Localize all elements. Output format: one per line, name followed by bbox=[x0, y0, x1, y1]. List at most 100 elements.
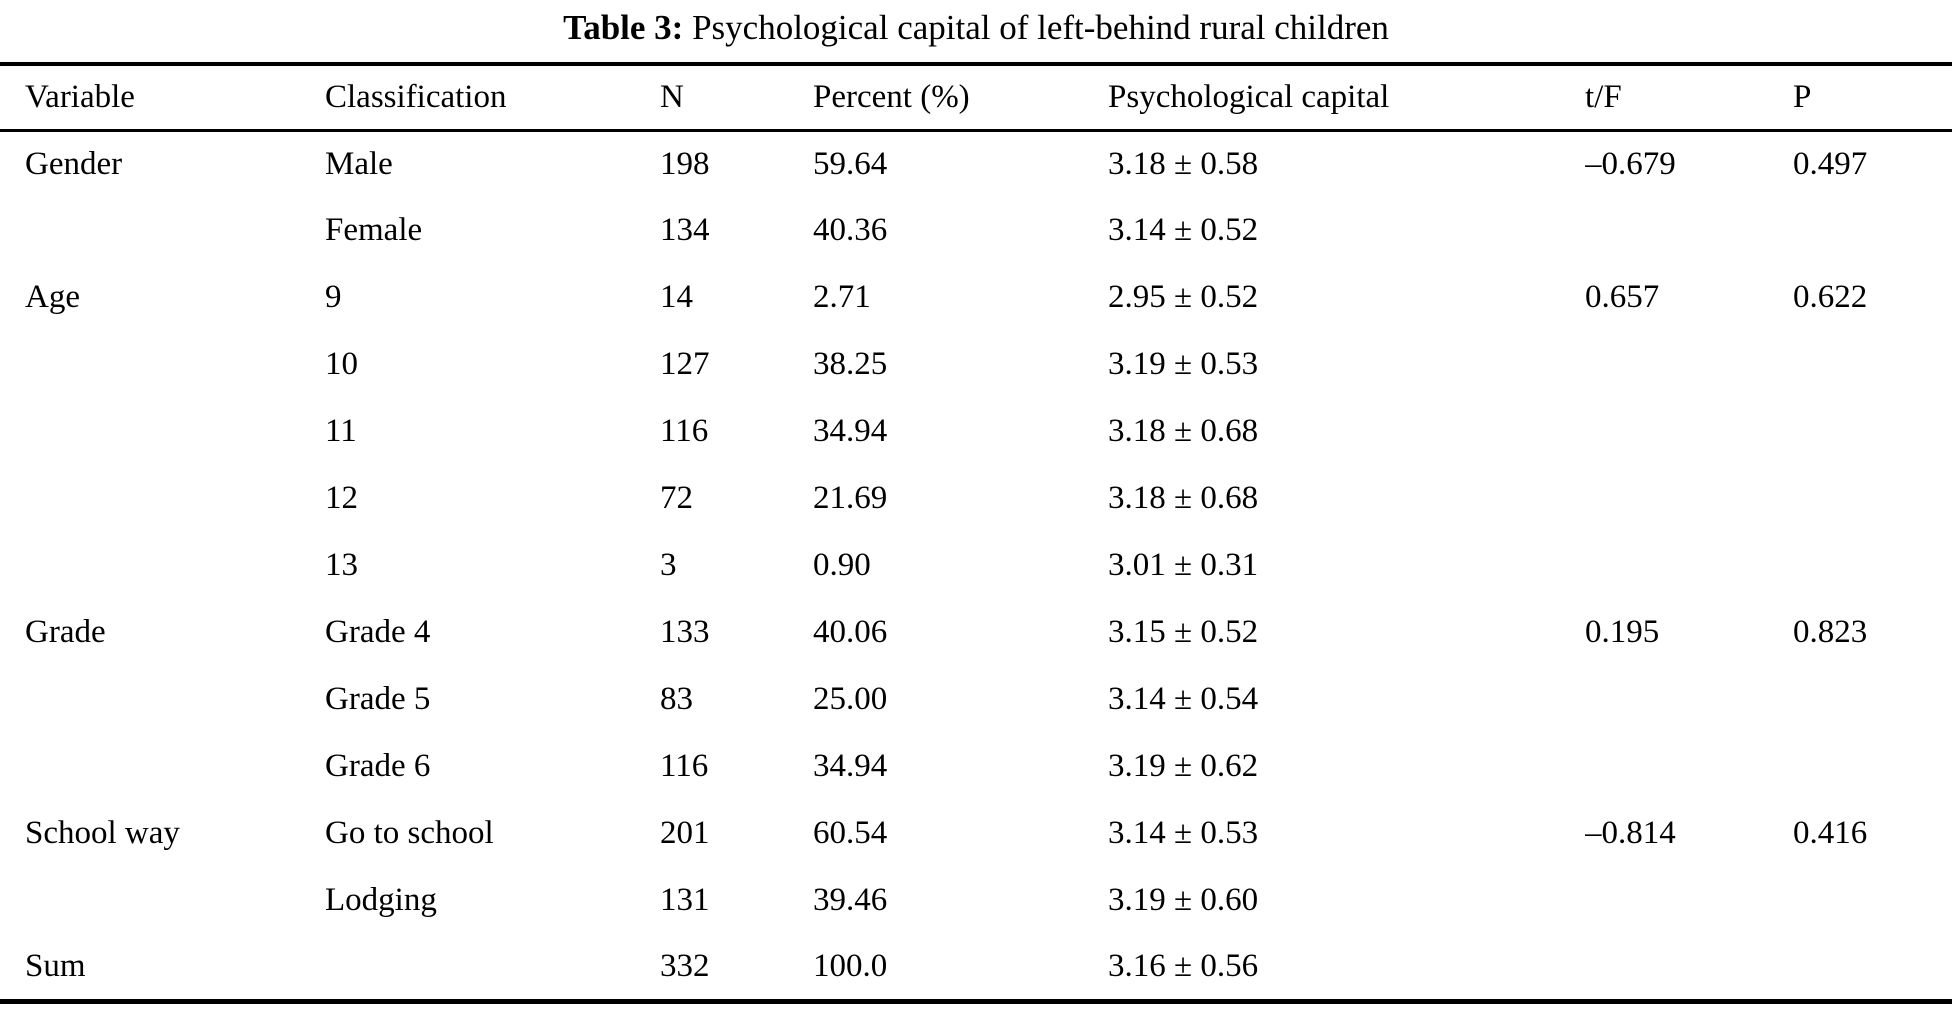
table-row: Age 9 14 2.71 2.95 ± 0.52 0.657 0.622 bbox=[0, 264, 1952, 331]
table-row: Sum 332 100.0 3.16 ± 0.56 bbox=[0, 934, 1952, 1001]
cell bbox=[1793, 532, 1952, 599]
table-row: 11 116 34.94 3.18 ± 0.68 bbox=[0, 398, 1952, 465]
cell: 134 bbox=[660, 212, 710, 248]
cell: 3.19 ± 0.60 bbox=[1108, 882, 1259, 918]
cell bbox=[1585, 197, 1793, 264]
cell: 116 bbox=[660, 748, 709, 784]
cell: 72 bbox=[660, 480, 693, 516]
cell: 0.823 bbox=[1793, 614, 1868, 650]
cell: 34.94 bbox=[813, 413, 888, 449]
cell: 34.94 bbox=[813, 748, 888, 784]
cell: 201 bbox=[660, 815, 710, 851]
cell bbox=[1585, 733, 1793, 800]
cell: 131 bbox=[660, 882, 710, 918]
column-header-3: Percent (%) bbox=[813, 78, 970, 115]
cell: 3.19 ± 0.62 bbox=[1108, 748, 1259, 784]
cell: 21.69 bbox=[813, 480, 888, 516]
cell: 3.19 ± 0.53 bbox=[1108, 346, 1259, 382]
cell: School way bbox=[25, 815, 180, 851]
cell bbox=[0, 465, 325, 532]
table-caption-text: Psychological capital of left-behind rur… bbox=[683, 8, 1389, 47]
cell: 10 bbox=[325, 346, 358, 382]
cell: Grade 5 bbox=[325, 681, 431, 717]
cell: 11 bbox=[325, 413, 357, 449]
cell: 0.416 bbox=[1793, 815, 1868, 851]
table-body: Gender Male 198 59.64 3.18 ± 0.58 –0.679 0.497… bbox=[0, 130, 1952, 1001]
cell bbox=[1793, 197, 1952, 264]
cell bbox=[1585, 934, 1793, 1001]
cell: 40.36 bbox=[813, 212, 888, 248]
cell bbox=[1793, 867, 1952, 934]
cell: 0.657 bbox=[1585, 279, 1660, 315]
cell: 0.497 bbox=[1793, 145, 1868, 182]
table-row: Grade 5 83 25.00 3.14 ± 0.54 bbox=[0, 666, 1952, 733]
cell bbox=[0, 733, 325, 800]
table-caption: Table 3: Psychological capital of left-b… bbox=[0, 0, 1952, 62]
cell bbox=[0, 532, 325, 599]
cell bbox=[325, 934, 660, 1001]
cell bbox=[1585, 867, 1793, 934]
column-header-6: P bbox=[1793, 78, 1812, 115]
cell: 3.01 ± 0.31 bbox=[1108, 547, 1259, 583]
column-header-1: Classification bbox=[325, 78, 507, 115]
cell: –0.679 bbox=[1585, 145, 1676, 182]
cell: 133 bbox=[660, 614, 710, 650]
column-header-0: Variable bbox=[25, 78, 135, 115]
cell bbox=[1793, 465, 1952, 532]
cell: 38.25 bbox=[813, 346, 888, 382]
cell: 3.18 ± 0.58 bbox=[1108, 145, 1259, 182]
cell bbox=[0, 398, 325, 465]
cell: 83 bbox=[660, 681, 693, 717]
cell: Female bbox=[325, 212, 423, 248]
cell bbox=[1793, 666, 1952, 733]
cell: 2.95 ± 0.52 bbox=[1108, 279, 1259, 315]
psychological-capital-table: Variable Classification N Percent (%) Psycho… bbox=[0, 62, 1952, 1004]
table-header: Variable Classification N Percent (%) Psycho… bbox=[0, 64, 1952, 130]
cell bbox=[1793, 733, 1952, 800]
cell: 3.14 ± 0.53 bbox=[1108, 815, 1259, 851]
cell: 3.15 ± 0.52 bbox=[1108, 614, 1259, 650]
table-row: Female 134 40.36 3.14 ± 0.52 bbox=[0, 197, 1952, 264]
cell bbox=[0, 197, 325, 264]
cell: 100.0 bbox=[813, 947, 888, 984]
cell: 0.90 bbox=[813, 547, 871, 583]
cell bbox=[0, 867, 325, 934]
cell: 13 bbox=[325, 547, 358, 583]
cell: Gender bbox=[25, 145, 123, 182]
table-row: School way Go to school 201 60.54 3.14 ± 0.5… bbox=[0, 800, 1952, 867]
cell: 2.71 bbox=[813, 279, 871, 315]
table-row: 13 3 0.90 3.01 ± 0.31 bbox=[0, 532, 1952, 599]
cell bbox=[0, 666, 325, 733]
cell: 0.622 bbox=[1793, 279, 1868, 315]
table-caption-label: Table 3: bbox=[563, 8, 684, 47]
cell bbox=[1793, 398, 1952, 465]
cell: Grade 6 bbox=[325, 748, 431, 784]
cell: Grade bbox=[25, 614, 106, 650]
column-header-2: N bbox=[660, 78, 684, 115]
cell: 3.18 ± 0.68 bbox=[1108, 413, 1259, 449]
cell: 3.18 ± 0.68 bbox=[1108, 480, 1259, 516]
cell bbox=[0, 331, 325, 398]
cell: Lodging bbox=[325, 882, 437, 918]
cell: Sum bbox=[25, 947, 86, 984]
cell bbox=[1585, 666, 1793, 733]
cell: Go to school bbox=[325, 815, 494, 851]
cell bbox=[1585, 331, 1793, 398]
cell: –0.814 bbox=[1585, 815, 1676, 851]
cell bbox=[1585, 398, 1793, 465]
cell bbox=[1585, 465, 1793, 532]
cell: 39.46 bbox=[813, 882, 888, 918]
cell bbox=[1793, 331, 1952, 398]
column-header-4: Psychological capital bbox=[1108, 78, 1390, 115]
cell: 116 bbox=[660, 413, 709, 449]
table-row: Grade Grade 4 133 40.06 3.15 ± 0.52 0.195 0.82… bbox=[0, 599, 1952, 666]
cell: Age bbox=[25, 279, 80, 315]
cell bbox=[1793, 934, 1952, 1001]
cell: 3.14 ± 0.52 bbox=[1108, 212, 1259, 248]
column-header-5: t/F bbox=[1585, 78, 1622, 115]
cell: 14 bbox=[660, 279, 693, 315]
cell: 59.64 bbox=[813, 145, 888, 182]
cell: 9 bbox=[325, 279, 342, 315]
cell: 3.14 ± 0.54 bbox=[1108, 681, 1259, 717]
cell: 127 bbox=[660, 346, 710, 382]
